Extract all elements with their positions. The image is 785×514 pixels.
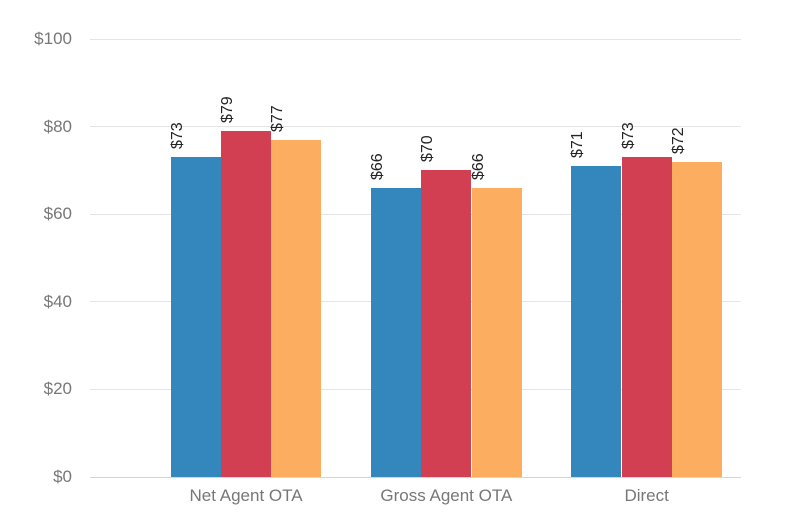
bar-data-label: $72 bbox=[669, 126, 687, 154]
bar-series-3-direct[interactable] bbox=[671, 161, 723, 477]
x-category-label-net-agent-ota: Net Agent OTA bbox=[189, 486, 303, 505]
bar-data-label: $71 bbox=[569, 131, 587, 159]
gridline bbox=[90, 38, 741, 40]
gridline bbox=[90, 126, 741, 128]
y-tick-label: $60 bbox=[43, 204, 72, 224]
x-category-label-gross-agent-ota: Gross Agent OTA bbox=[380, 486, 513, 505]
bar-series-1-net-agent-ota[interactable] bbox=[170, 157, 221, 477]
bar-series-2-gross-agent-ota[interactable] bbox=[421, 170, 472, 477]
bar-data-label: $77 bbox=[269, 105, 287, 132]
bar-series-2-net-agent-ota[interactable] bbox=[220, 130, 272, 477]
y-tick-label: $80 bbox=[43, 116, 72, 136]
bar-data-label: $79 bbox=[219, 96, 237, 123]
bar-data-label: $73 bbox=[168, 122, 186, 150]
y-tick-label: $20 bbox=[43, 379, 72, 399]
bar-series-1-direct[interactable] bbox=[571, 166, 622, 477]
bar-data-label: $70 bbox=[419, 135, 437, 163]
x-category-label-direct: Direct bbox=[624, 486, 669, 505]
bar-data-label: $73 bbox=[619, 122, 637, 150]
y-tick-label: $40 bbox=[43, 291, 72, 311]
bar-series-3-gross-agent-ota[interactable] bbox=[471, 187, 522, 477]
bar-series-1-gross-agent-ota[interactable] bbox=[370, 187, 422, 477]
y-tick-label: $0 bbox=[53, 467, 72, 486]
y-tick-label: $100 bbox=[34, 29, 72, 48]
bar-series-2-direct[interactable] bbox=[621, 157, 672, 477]
bar-data-label: $66 bbox=[369, 153, 387, 180]
bar-data-label: $66 bbox=[469, 153, 487, 180]
bar-series-3-net-agent-ota[interactable] bbox=[271, 139, 322, 477]
x-axis-line bbox=[90, 476, 741, 478]
